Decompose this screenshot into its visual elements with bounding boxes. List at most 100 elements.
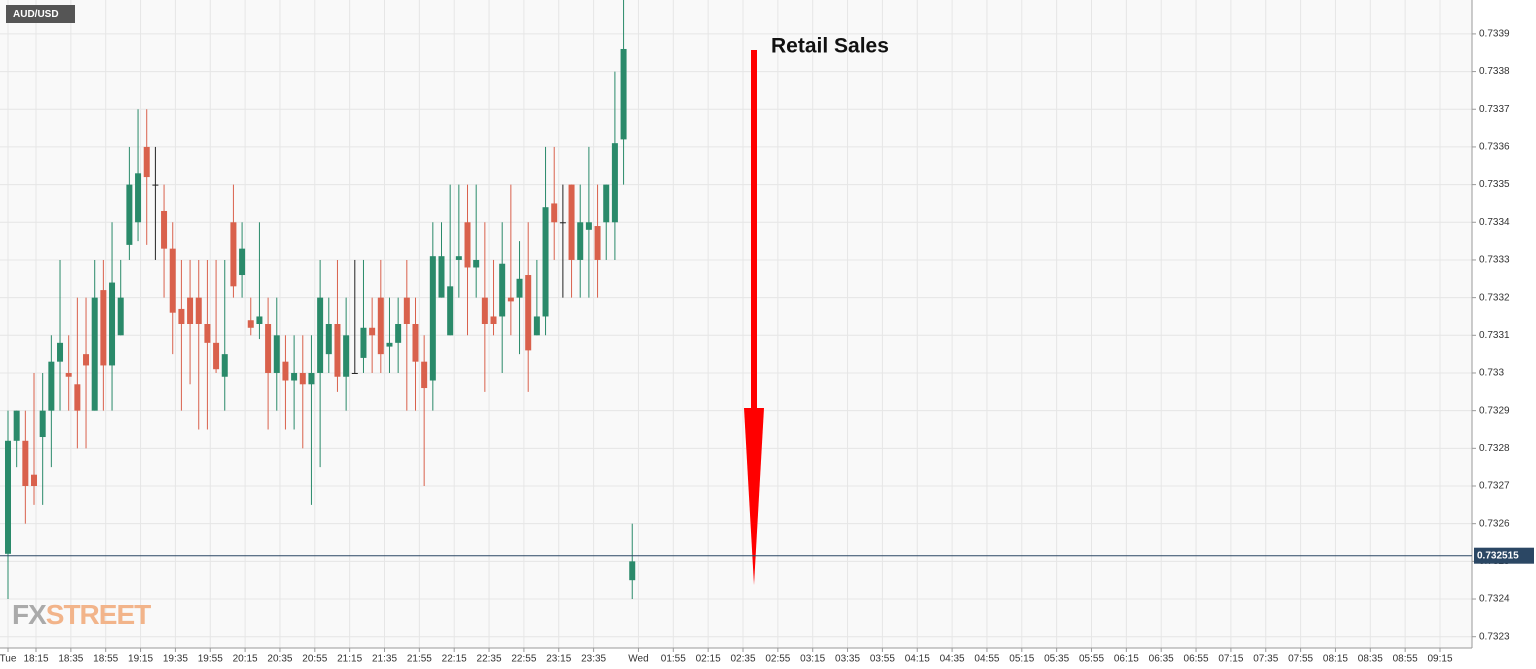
x-tick-label: 21:35 xyxy=(372,654,397,665)
y-tick-label: 0.7324 xyxy=(1479,594,1510,605)
candle-body xyxy=(48,361,55,411)
annotation: Retail Sales xyxy=(771,35,889,58)
candle-body xyxy=(65,372,72,377)
candle-body xyxy=(239,248,246,276)
candle-body xyxy=(455,256,462,260)
x-tick-label: 18:55 xyxy=(93,654,118,665)
candle-body xyxy=(525,275,532,351)
candle-body xyxy=(39,410,46,438)
candle-body xyxy=(611,143,618,223)
x-tick-label: 07:15 xyxy=(1218,654,1243,665)
candle-body xyxy=(403,297,410,324)
x-tick-label: Tue xyxy=(0,654,17,665)
x-tick-label: 04:35 xyxy=(940,654,965,665)
plot-background xyxy=(0,0,1472,648)
candle-body xyxy=(152,184,159,186)
grid xyxy=(0,0,1472,648)
last-price-label: 0.732515 xyxy=(1477,550,1519,561)
x-tick-label: 02:35 xyxy=(730,654,755,665)
candle-body xyxy=(178,308,185,324)
candle-body xyxy=(603,184,610,223)
x-tick-label: 08:15 xyxy=(1323,654,1348,665)
y-tick-label: 0.7331 xyxy=(1479,330,1510,341)
candle-body xyxy=(568,184,575,260)
y-tick-label: 0.7333 xyxy=(1479,255,1510,266)
y-tick-label: 0.7337 xyxy=(1479,104,1510,115)
x-tick-label: 23:35 xyxy=(581,654,606,665)
x-tick-label: 20:55 xyxy=(302,654,327,665)
candle-body xyxy=(213,342,220,370)
y-tick-label: 0.7329 xyxy=(1479,405,1510,416)
candle-body xyxy=(143,146,150,178)
candle-body xyxy=(317,297,324,373)
x-tick-label: 22:35 xyxy=(477,654,502,665)
candle-body xyxy=(299,372,306,385)
x-tick-label: 06:55 xyxy=(1184,654,1209,665)
x-tick-label: 03:15 xyxy=(800,654,825,665)
x-tick-label: 05:35 xyxy=(1044,654,1069,665)
x-tick-label: 08:55 xyxy=(1393,654,1418,665)
x-tick-label: 19:15 xyxy=(128,654,153,665)
candle-body xyxy=(247,320,254,328)
x-tick-label: 07:55 xyxy=(1288,654,1313,665)
candle-body xyxy=(386,342,393,347)
candle-body xyxy=(629,561,636,581)
candles xyxy=(5,0,636,600)
x-tick-label: 02:55 xyxy=(765,654,790,665)
logo-fx: FX xyxy=(12,599,47,630)
candle-body xyxy=(395,324,402,343)
candle-body xyxy=(126,184,133,245)
candle-body xyxy=(421,361,428,389)
candle-body xyxy=(169,248,176,313)
x-tick-label: 18:35 xyxy=(58,654,83,665)
y-tick-label: 0.7336 xyxy=(1479,142,1510,153)
candle-body xyxy=(256,316,263,324)
x-tick-label: 18:15 xyxy=(23,654,48,665)
x-tick-label: 21:55 xyxy=(407,654,432,665)
x-tick-label: 21:15 xyxy=(337,654,362,665)
y-tick-label: 0.7323 xyxy=(1479,631,1510,642)
candle-body xyxy=(447,286,454,336)
x-tick-label: 01:55 xyxy=(661,654,686,665)
x-tick-label: 07:35 xyxy=(1253,654,1278,665)
candle-body xyxy=(204,324,211,343)
y-tick-label: 0.7326 xyxy=(1479,518,1510,529)
x-tick-label: 20:35 xyxy=(267,654,292,665)
x-tick-label: 04:15 xyxy=(905,654,930,665)
candle-body xyxy=(221,354,228,377)
candle-body xyxy=(282,361,289,381)
candle-body xyxy=(13,410,20,441)
candle-body xyxy=(490,316,497,324)
candle-body xyxy=(559,222,566,224)
candle-body xyxy=(91,297,98,411)
candle-body xyxy=(74,384,81,411)
candle-body xyxy=(360,327,367,358)
symbol-badge xyxy=(6,5,75,23)
candle-body xyxy=(542,207,549,317)
x-tick-label: 20:15 xyxy=(233,654,258,665)
candle-body xyxy=(438,256,445,298)
x-tick-label: 09:15 xyxy=(1427,654,1452,665)
candle-body xyxy=(507,297,514,302)
x-tick-label: 19:55 xyxy=(198,654,223,665)
candle-body xyxy=(464,222,471,268)
candle-body xyxy=(343,335,350,377)
candle-body xyxy=(161,210,168,249)
candle-body xyxy=(516,278,523,298)
candle-body xyxy=(83,354,90,366)
candle-body xyxy=(412,324,419,362)
y-tick-label: 0.7338 xyxy=(1479,66,1510,77)
y-tick-label: 0.733 xyxy=(1479,368,1504,379)
candle-body xyxy=(22,440,29,486)
x-tick-label: 06:15 xyxy=(1114,654,1139,665)
candle-body xyxy=(533,316,540,336)
y-tick-label: 0.7332 xyxy=(1479,292,1510,303)
candle-body xyxy=(585,222,592,230)
x-tick-label: 05:15 xyxy=(1009,654,1034,665)
x-tick-label: 05:55 xyxy=(1079,654,1104,665)
x-tick-label: 02:15 xyxy=(696,654,721,665)
x-tick-label: 03:55 xyxy=(870,654,895,665)
candle-body xyxy=(265,324,272,373)
candle-body xyxy=(308,372,315,385)
